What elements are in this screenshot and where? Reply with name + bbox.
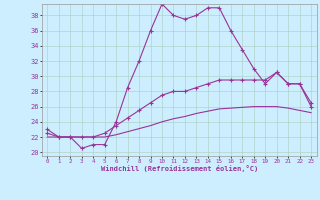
X-axis label: Windchill (Refroidissement éolien,°C): Windchill (Refroidissement éolien,°C) [100, 165, 258, 172]
